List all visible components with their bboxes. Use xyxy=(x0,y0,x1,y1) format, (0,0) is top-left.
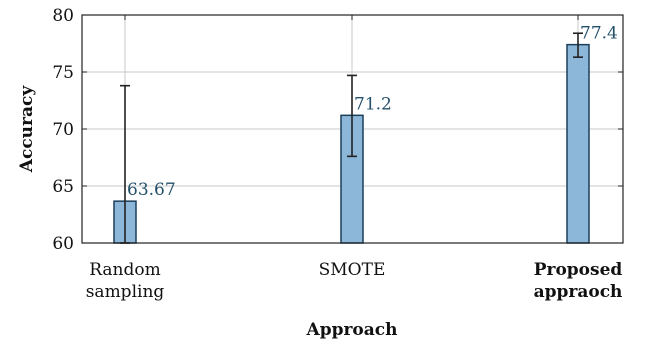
bar xyxy=(566,43,590,244)
y-axis-title: Accuracy xyxy=(17,85,37,174)
category-label: sampling xyxy=(86,282,165,302)
value-label: 63.67 xyxy=(127,180,176,200)
y-tick-label: 65 xyxy=(52,177,74,197)
category-label: Random xyxy=(89,260,161,280)
category-label: Proposed xyxy=(534,260,623,280)
plot-frame xyxy=(81,14,624,244)
y-tick-label: 70 xyxy=(52,120,74,140)
x-axis-title: Approach xyxy=(306,320,398,340)
y-tick-label: 60 xyxy=(52,234,74,254)
value-label: 77.4 xyxy=(580,24,618,44)
y-tick-label: 80 xyxy=(52,6,74,26)
category-label: SMOTE xyxy=(319,260,386,280)
value-label: 71.2 xyxy=(354,94,392,114)
y-tick-label: 75 xyxy=(52,63,74,83)
bars-layer xyxy=(113,32,590,244)
category-label: appraoch xyxy=(534,282,623,302)
